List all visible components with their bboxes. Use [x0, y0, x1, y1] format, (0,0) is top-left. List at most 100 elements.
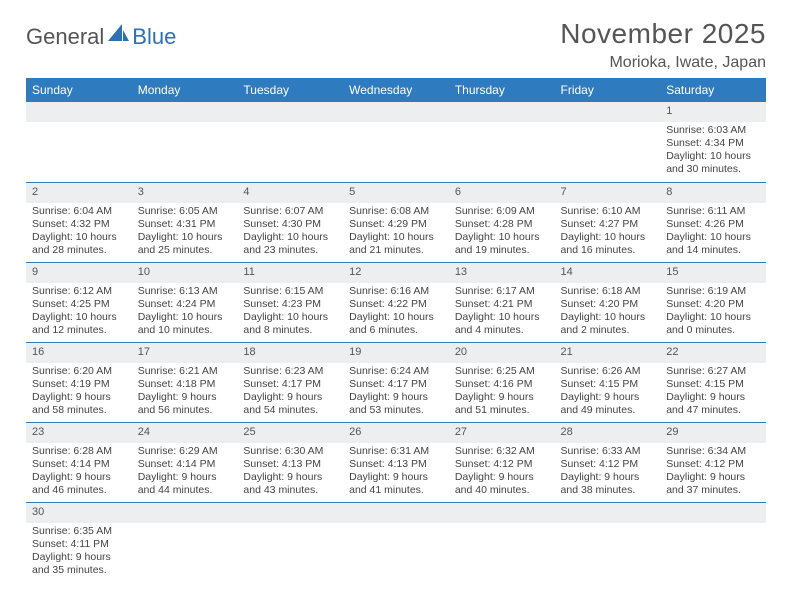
daylight-line: Daylight: 10 hours and 23 minutes. — [243, 231, 337, 257]
daylight-line: Daylight: 9 hours and 40 minutes. — [455, 471, 549, 497]
calendar-cell — [26, 102, 132, 182]
daylight-line: Daylight: 10 hours and 2 minutes. — [561, 311, 655, 337]
sunrise-line: Sunrise: 6:05 AM — [138, 205, 232, 218]
sunset-line: Sunset: 4:22 PM — [349, 298, 443, 311]
daylight-line: Daylight: 9 hours and 56 minutes. — [138, 391, 232, 417]
sunset-line: Sunset: 4:30 PM — [243, 218, 337, 231]
sunrise-line: Sunrise: 6:27 AM — [666, 365, 760, 378]
sunrise-line: Sunrise: 6:29 AM — [138, 445, 232, 458]
daylight-line: Daylight: 9 hours and 53 minutes. — [349, 391, 443, 417]
sunrise-line: Sunrise: 6:35 AM — [32, 525, 126, 538]
day-number: 20 — [449, 342, 555, 363]
day-number-bar — [449, 502, 555, 523]
day-number: 25 — [237, 422, 343, 443]
calendar-cell — [237, 102, 343, 182]
day-number: 3 — [132, 182, 238, 203]
calendar-cell — [449, 102, 555, 182]
calendar-cell: 15Sunrise: 6:19 AMSunset: 4:20 PMDayligh… — [660, 262, 766, 342]
daylight-line: Daylight: 9 hours and 35 minutes. — [32, 551, 126, 577]
calendar-row: 16Sunrise: 6:20 AMSunset: 4:19 PMDayligh… — [26, 342, 766, 422]
sunrise-line: Sunrise: 6:26 AM — [561, 365, 655, 378]
sunset-line: Sunset: 4:32 PM — [32, 218, 126, 231]
sunrise-line: Sunrise: 6:12 AM — [32, 285, 126, 298]
sunrise-line: Sunrise: 6:03 AM — [666, 124, 760, 137]
day-number: 8 — [660, 182, 766, 203]
calendar-row: 2Sunrise: 6:04 AMSunset: 4:32 PMDaylight… — [26, 182, 766, 262]
calendar-cell: 22Sunrise: 6:27 AMSunset: 4:15 PMDayligh… — [660, 342, 766, 422]
header: General Blue November 2025 Morioka, Iwat… — [26, 18, 766, 72]
calendar-cell: 8 Sunrise: 6:11 AMSunset: 4:26 PMDaylight… — [660, 182, 766, 262]
logo-sail-icon — [108, 24, 130, 49]
calendar-cell: 18Sunrise: 6:23 AMSunset: 4:17 PMDayligh… — [237, 342, 343, 422]
calendar-cell: 25Sunrise: 6:30 AMSunset: 4:13 PMDayligh… — [237, 422, 343, 502]
daylight-line: Daylight: 10 hours and 30 minutes. — [666, 150, 760, 176]
day-number: 22 — [660, 342, 766, 363]
daylight-line: Daylight: 10 hours and 16 minutes. — [561, 231, 655, 257]
weekday-header: Friday — [555, 78, 661, 102]
calendar-cell: 26Sunrise: 6:31 AMSunset: 4:13 PMDayligh… — [343, 422, 449, 502]
day-content: Sunrise: 6:13 AMSunset: 4:24 PMDaylight:… — [132, 283, 238, 342]
sunrise-line: Sunrise: 6:23 AM — [243, 365, 337, 378]
sunrise-line: Sunrise: 6:11 AM — [666, 205, 760, 218]
day-content: Sunrise: 6:03 AMSunset: 4:34 PMDaylight:… — [660, 122, 766, 181]
day-content: Sunrise: 6:15 AMSunset: 4:23 PMDaylight:… — [237, 283, 343, 342]
calendar-cell: 17Sunrise: 6:21 AMSunset: 4:18 PMDayligh… — [132, 342, 238, 422]
day-number: 16 — [26, 342, 132, 363]
daylight-line: Daylight: 9 hours and 47 minutes. — [666, 391, 760, 417]
day-number: 4 — [237, 182, 343, 203]
daylight-line: Daylight: 9 hours and 37 minutes. — [666, 471, 760, 497]
day-number-bar — [660, 502, 766, 523]
daylight-line: Daylight: 10 hours and 6 minutes. — [349, 311, 443, 337]
daylight-line: Daylight: 9 hours and 41 minutes. — [349, 471, 443, 497]
sunset-line: Sunset: 4:25 PM — [32, 298, 126, 311]
daylight-line: Daylight: 10 hours and 14 minutes. — [666, 231, 760, 257]
sunset-line: Sunset: 4:20 PM — [561, 298, 655, 311]
calendar-cell: 24 Sunrise: 6:29 AMSunset: 4:14 PMDayligh… — [132, 422, 238, 502]
daylight-line: Daylight: 9 hours and 58 minutes. — [32, 391, 126, 417]
sunset-line: Sunset: 4:26 PM — [666, 218, 760, 231]
calendar-cell — [132, 102, 238, 182]
title-block: November 2025 Morioka, Iwate, Japan — [560, 18, 766, 72]
day-content: Sunrise: 6:21 AMSunset: 4:18 PMDaylight:… — [132, 363, 238, 422]
day-number: 13 — [449, 262, 555, 283]
sunrise-line: Sunrise: 6:07 AM — [243, 205, 337, 218]
day-number: 17 — [132, 342, 238, 363]
location: Morioka, Iwate, Japan — [560, 54, 766, 72]
day-number: 1 — [660, 102, 766, 122]
weekday-header: Monday — [132, 78, 238, 102]
daylight-line: Daylight: 9 hours and 38 minutes. — [561, 471, 655, 497]
calendar-row: 9Sunrise: 6:12 AMSunset: 4:25 PMDaylight… — [26, 262, 766, 342]
daylight-line: Daylight: 10 hours and 10 minutes. — [138, 311, 232, 337]
calendar-cell: 12Sunrise: 6:16 AMSunset: 4:22 PMDayligh… — [343, 262, 449, 342]
calendar-cell: 13Sunrise: 6:17 AMSunset: 4:21 PMDayligh… — [449, 262, 555, 342]
logo: General Blue — [26, 24, 176, 50]
day-number: 10 — [132, 262, 238, 283]
calendar-cell: 3Sunrise: 6:05 AMSunset: 4:31 PMDaylight… — [132, 182, 238, 262]
day-number: 9 — [26, 262, 132, 283]
day-content: Sunrise: 6:07 AMSunset: 4:30 PMDaylight:… — [237, 203, 343, 262]
day-content: Sunrise: 6:28 AMSunset: 4:14 PMDaylight:… — [26, 443, 132, 502]
calendar-cell: 5Sunrise: 6:08 AMSunset: 4:29 PMDaylight… — [343, 182, 449, 262]
weekday-header: Wednesday — [343, 78, 449, 102]
day-number: 24 — [132, 422, 238, 443]
day-content: Sunrise: 6:19 AMSunset: 4:20 PMDaylight:… — [660, 283, 766, 342]
day-number: 26 — [343, 422, 449, 443]
day-number-bar — [26, 102, 132, 122]
calendar-cell: 23Sunrise: 6:28 AMSunset: 4:14 PMDayligh… — [26, 422, 132, 502]
daylight-line: Daylight: 9 hours and 44 minutes. — [138, 471, 232, 497]
day-number-bar — [343, 502, 449, 523]
sunset-line: Sunset: 4:24 PM — [138, 298, 232, 311]
day-content: Sunrise: 6:08 AMSunset: 4:29 PMDaylight:… — [343, 203, 449, 262]
daylight-line: Daylight: 10 hours and 12 minutes. — [32, 311, 126, 337]
day-content: Sunrise: 6:12 AMSunset: 4:25 PMDaylight:… — [26, 283, 132, 342]
logo-text-general: General — [26, 24, 104, 50]
sunset-line: Sunset: 4:17 PM — [243, 378, 337, 391]
sunset-line: Sunset: 4:18 PM — [138, 378, 232, 391]
calendar-cell: 10Sunrise: 6:13 AMSunset: 4:24 PMDayligh… — [132, 262, 238, 342]
day-number: 14 — [555, 262, 661, 283]
sunset-line: Sunset: 4:27 PM — [561, 218, 655, 231]
sunset-line: Sunset: 4:14 PM — [138, 458, 232, 471]
day-content: Sunrise: 6:18 AMSunset: 4:20 PMDaylight:… — [555, 283, 661, 342]
sunrise-line: Sunrise: 6:18 AM — [561, 285, 655, 298]
day-content: Sunrise: 6:17 AMSunset: 4:21 PMDaylight:… — [449, 283, 555, 342]
